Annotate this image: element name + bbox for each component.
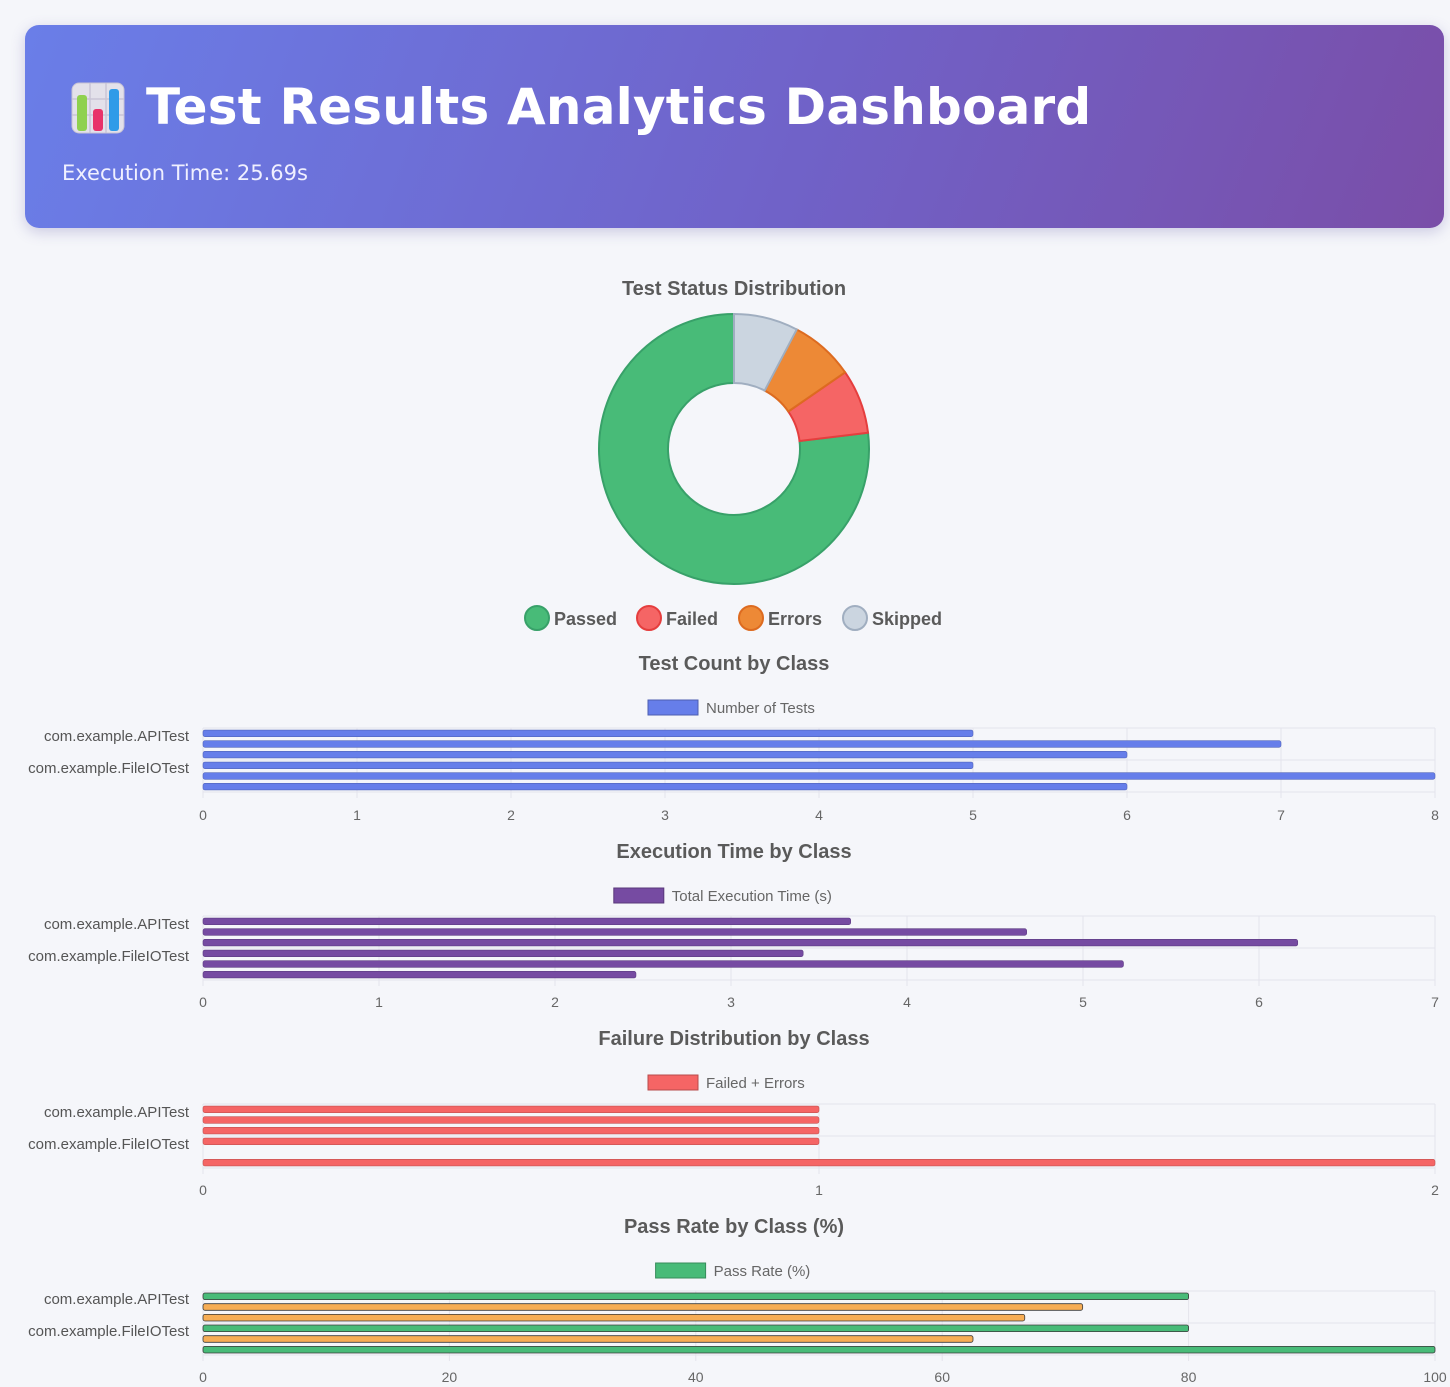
bar bbox=[202, 1116, 820, 1124]
x-tick-label: 8 bbox=[1431, 807, 1439, 823]
x-tick-label: 0 bbox=[199, 994, 207, 1010]
x-tick-label: 6 bbox=[1255, 994, 1263, 1010]
bar bbox=[202, 971, 637, 979]
bar bbox=[202, 751, 1128, 759]
failure-chart: Failure Distribution by Class Failed + Er… bbox=[28, 1028, 1439, 1198]
bar bbox=[202, 772, 1436, 780]
x-tick-label: 0 bbox=[199, 1369, 207, 1385]
dashboard-header: Test Results Analytics Dashboard Executi… bbox=[25, 25, 1444, 228]
title-row: Test Results Analytics Dashboard bbox=[70, 77, 1091, 137]
x-tick-label: 40 bbox=[688, 1369, 704, 1385]
x-tick-label: 2 bbox=[551, 994, 559, 1010]
bar bbox=[202, 939, 1299, 947]
y-category-label: com.example.FileIOTest bbox=[28, 760, 190, 777]
x-tick-label: 0 bbox=[199, 1182, 207, 1198]
bar bbox=[202, 1345, 1436, 1354]
x-tick-label: 4 bbox=[903, 994, 911, 1010]
x-tick-label: 80 bbox=[1181, 1369, 1197, 1385]
legend-label: Skipped bbox=[872, 609, 942, 629]
x-tick-label: 4 bbox=[815, 807, 823, 823]
y-category-label: com.example.APITest bbox=[44, 1291, 190, 1308]
bar bbox=[202, 1159, 1436, 1167]
passrate-chart: Pass Rate by Class (%) Pass Rate (%) 0 20 40… bbox=[28, 1216, 1447, 1385]
x-tick-label: 5 bbox=[1079, 994, 1087, 1010]
bar bbox=[202, 729, 974, 737]
legend-swatch bbox=[647, 1074, 699, 1091]
page-title: Test Results Analytics Dashboard bbox=[146, 78, 1092, 136]
legend-label: Pass Rate (%) bbox=[714, 1263, 811, 1280]
bar bbox=[202, 949, 804, 957]
x-tick-label: 3 bbox=[661, 807, 669, 823]
legend-swatch bbox=[738, 605, 764, 631]
legend-label: Total Execution Time (s) bbox=[672, 888, 832, 905]
x-tick-label: 5 bbox=[969, 807, 977, 823]
x-tick-label: 2 bbox=[1431, 1182, 1439, 1198]
legend-item-errors: Errors bbox=[738, 605, 822, 631]
legend-label: Number of Tests bbox=[706, 700, 815, 717]
y-category-label: com.example.APITest bbox=[44, 728, 190, 745]
legend-label: Passed bbox=[554, 609, 617, 629]
status-chart: Test Status Distribution Passed Failed Erro… bbox=[524, 278, 942, 631]
legend-swatch bbox=[524, 605, 550, 631]
bar bbox=[202, 1127, 820, 1135]
x-tick-label: 7 bbox=[1277, 807, 1285, 823]
y-category-label: com.example.APITest bbox=[44, 1104, 190, 1121]
legend-swatch bbox=[636, 605, 662, 631]
legend-item-skipped: Skipped bbox=[842, 605, 942, 631]
bar bbox=[202, 1303, 1084, 1311]
legend-item-failed: Failed bbox=[636, 605, 718, 631]
x-tick-label: 20 bbox=[442, 1369, 458, 1385]
count-chart: Test Count by Class Number of Tests 0 1 2 3 4 5… bbox=[28, 653, 1439, 823]
bar bbox=[202, 917, 851, 925]
bar-chart-icon bbox=[71, 82, 125, 134]
pie-slice-skipped bbox=[733, 312, 799, 392]
y-category-label: com.example.FileIOTest bbox=[28, 948, 190, 965]
x-tick-label: 6 bbox=[1123, 807, 1131, 823]
execution-time: Execution Time: 25.69s bbox=[62, 161, 308, 185]
bar bbox=[202, 783, 1128, 791]
bar bbox=[202, 1335, 974, 1343]
legend-label: Failed bbox=[666, 609, 718, 629]
y-category-label: com.example.FileIOTest bbox=[28, 1136, 190, 1153]
x-tick-label: 1 bbox=[353, 807, 361, 823]
y-category-label: com.example.FileIOTest bbox=[28, 1323, 190, 1340]
pie-slice-passed bbox=[598, 312, 870, 585]
x-tick-label: 7 bbox=[1431, 994, 1439, 1010]
legend-item-passed: Passed bbox=[524, 605, 617, 631]
bar bbox=[202, 1137, 820, 1145]
bar bbox=[202, 1324, 1189, 1333]
bar bbox=[202, 1313, 1026, 1322]
time-chart-title: Execution Time by Class bbox=[616, 841, 851, 863]
legend-swatch bbox=[613, 887, 665, 904]
count-chart-title: Test Count by Class bbox=[639, 653, 830, 675]
passrate-chart-title: Pass Rate by Class (%) bbox=[624, 1216, 844, 1238]
bar bbox=[202, 761, 974, 769]
legend-label: Failed + Errors bbox=[706, 1075, 805, 1092]
x-tick-label: 3 bbox=[727, 994, 735, 1010]
legend-swatch bbox=[647, 699, 699, 716]
bar bbox=[202, 1105, 820, 1113]
x-tick-label: 100 bbox=[1423, 1369, 1447, 1385]
y-category-label: com.example.APITest bbox=[44, 916, 190, 933]
x-tick-label: 60 bbox=[934, 1369, 950, 1385]
status-chart-title: Test Status Distribution bbox=[622, 278, 846, 300]
failure-chart-title: Failure Distribution by Class bbox=[598, 1028, 869, 1050]
bar bbox=[202, 1292, 1189, 1301]
legend-swatch bbox=[842, 605, 868, 631]
x-tick-label: 0 bbox=[199, 807, 207, 823]
time-chart: Execution Time by Class Total Execution T… bbox=[28, 841, 1439, 1010]
bar bbox=[202, 928, 1027, 936]
x-tick-label: 2 bbox=[507, 807, 515, 823]
bar bbox=[202, 740, 1282, 748]
x-tick-label: 1 bbox=[375, 994, 383, 1010]
legend-swatch bbox=[655, 1262, 707, 1279]
bar bbox=[202, 960, 1124, 968]
x-tick-label: 1 bbox=[815, 1182, 823, 1198]
legend-label: Errors bbox=[768, 609, 822, 629]
